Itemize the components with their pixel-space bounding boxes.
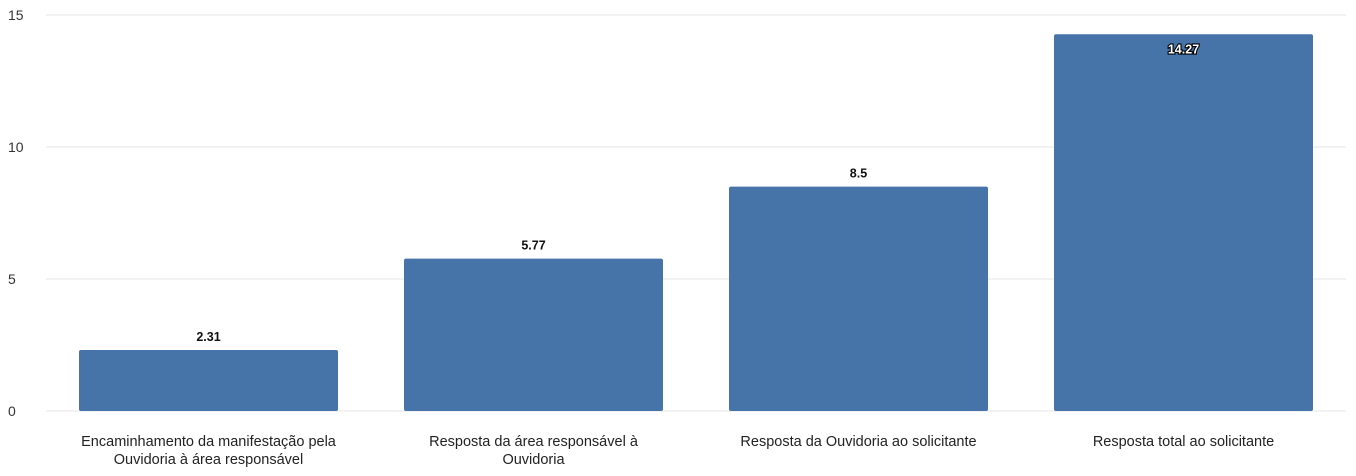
bar [1054, 34, 1313, 411]
x-category-label: Resposta da Ouvidoria ao solicitante [740, 434, 976, 450]
bar-layer [79, 34, 1313, 411]
data-label: 2.31 [196, 330, 220, 344]
x-category-label: Ouvidoria [502, 452, 565, 468]
data-label: 8.5 [850, 167, 867, 181]
y-tick-label: 10 [8, 139, 24, 155]
x-category-label: Ouvidoria à área responsável [114, 452, 303, 468]
y-tick-label: 5 [8, 271, 16, 287]
bar [404, 259, 663, 411]
bar [729, 187, 988, 411]
data-label: 14.27 [1168, 42, 1199, 56]
data-label: 5.77 [521, 239, 545, 253]
x-category-label: Resposta total ao solicitante [1093, 434, 1274, 450]
x-category-label: Encaminhamento da manifestação pela [81, 434, 337, 450]
x-category-label: Resposta da área responsável à [429, 434, 639, 450]
y-tick-label: 0 [8, 403, 16, 419]
bar [79, 350, 338, 411]
y-tick-label: 15 [8, 7, 24, 23]
